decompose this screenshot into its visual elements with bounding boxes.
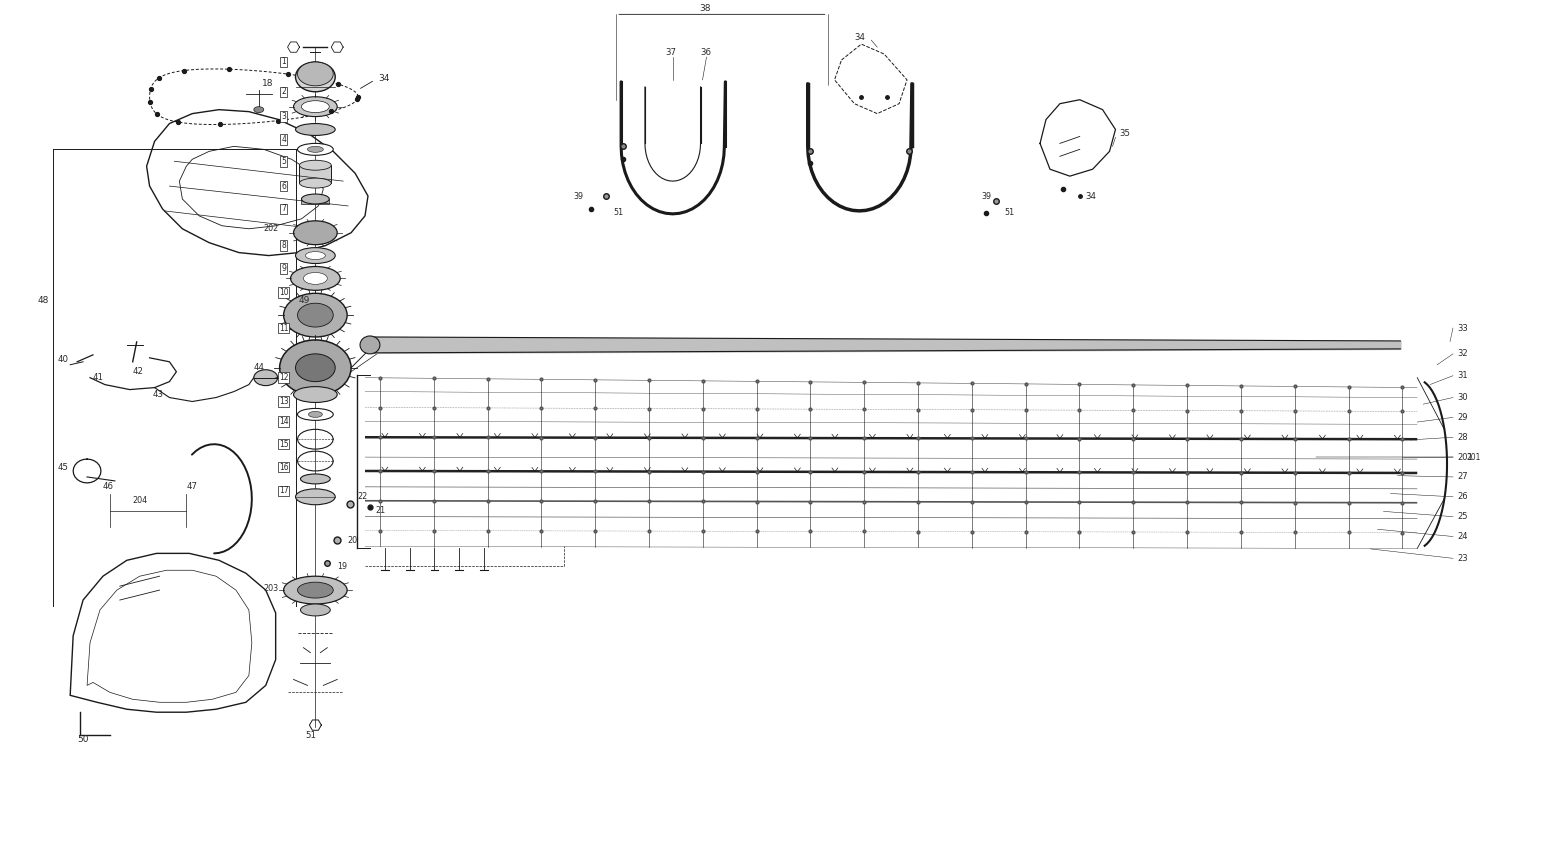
Ellipse shape — [291, 267, 340, 290]
Text: 15: 15 — [278, 440, 289, 448]
Ellipse shape — [297, 62, 334, 86]
Ellipse shape — [297, 143, 334, 155]
Text: 201: 201 — [1467, 453, 1481, 462]
Text: 2: 2 — [281, 87, 286, 96]
Text: 34: 34 — [1085, 192, 1096, 200]
Text: 35: 35 — [1119, 129, 1130, 138]
Text: 25: 25 — [1456, 512, 1467, 521]
Text: 51: 51 — [1005, 208, 1014, 217]
Text: 26: 26 — [1456, 492, 1467, 501]
Text: 17: 17 — [278, 486, 289, 495]
Ellipse shape — [300, 474, 331, 484]
Ellipse shape — [283, 576, 348, 604]
Ellipse shape — [295, 489, 335, 505]
Text: 202: 202 — [264, 224, 278, 233]
Ellipse shape — [294, 386, 337, 402]
Ellipse shape — [283, 293, 348, 337]
Text: 203: 203 — [264, 583, 278, 593]
Text: 39: 39 — [982, 192, 991, 200]
Text: 7: 7 — [281, 205, 286, 213]
Text: 10: 10 — [278, 288, 289, 297]
Text: 51: 51 — [614, 208, 623, 217]
Ellipse shape — [300, 604, 331, 616]
Text: 22: 22 — [357, 492, 368, 501]
Ellipse shape — [295, 354, 335, 382]
Text: 12: 12 — [278, 374, 289, 382]
Ellipse shape — [295, 248, 335, 263]
Text: 20: 20 — [348, 536, 357, 545]
Ellipse shape — [308, 146, 323, 152]
Text: 8: 8 — [281, 241, 286, 250]
Text: 5: 5 — [281, 157, 286, 166]
Text: 27: 27 — [1456, 472, 1467, 481]
Ellipse shape — [295, 124, 335, 136]
Text: 48: 48 — [37, 295, 49, 305]
Text: 42: 42 — [133, 368, 144, 376]
Text: 16: 16 — [278, 463, 289, 471]
Text: 39: 39 — [574, 192, 583, 200]
Text: 3: 3 — [281, 112, 286, 121]
Text: 204: 204 — [133, 497, 148, 505]
Ellipse shape — [300, 160, 331, 170]
Ellipse shape — [301, 101, 329, 113]
Text: 34: 34 — [855, 32, 866, 42]
Text: 49: 49 — [298, 295, 309, 305]
Ellipse shape — [294, 221, 337, 245]
Ellipse shape — [254, 107, 264, 113]
Text: 201: 201 — [1456, 453, 1473, 462]
Text: 19: 19 — [337, 562, 348, 571]
Ellipse shape — [360, 336, 380, 354]
Ellipse shape — [297, 582, 334, 598]
Text: 34: 34 — [377, 75, 390, 83]
Text: 31: 31 — [1456, 371, 1467, 380]
Ellipse shape — [254, 369, 278, 385]
Text: 11: 11 — [278, 323, 289, 333]
Text: 6: 6 — [281, 182, 286, 190]
Text: 23: 23 — [1456, 554, 1467, 563]
Text: 14: 14 — [278, 417, 289, 426]
Ellipse shape — [297, 408, 334, 420]
Text: 29: 29 — [1456, 413, 1467, 422]
Text: 46: 46 — [104, 482, 114, 492]
Bar — [301, 199, 329, 204]
Text: 45: 45 — [57, 463, 68, 471]
Text: 38: 38 — [700, 4, 711, 13]
Text: 28: 28 — [1456, 433, 1467, 441]
Text: 44: 44 — [254, 363, 264, 372]
Text: 18: 18 — [261, 79, 274, 88]
Ellipse shape — [301, 194, 329, 204]
Text: 9: 9 — [281, 264, 286, 273]
Ellipse shape — [300, 178, 331, 188]
Text: 40: 40 — [57, 355, 68, 364]
Text: 13: 13 — [278, 397, 289, 406]
Ellipse shape — [295, 62, 335, 92]
Ellipse shape — [294, 97, 337, 116]
Text: 1: 1 — [281, 58, 286, 66]
Text: 43: 43 — [153, 390, 164, 399]
Text: 50: 50 — [77, 734, 88, 744]
Text: 36: 36 — [700, 48, 711, 57]
Ellipse shape — [308, 412, 322, 418]
Text: 24: 24 — [1456, 532, 1467, 541]
Text: 33: 33 — [1456, 323, 1467, 333]
FancyBboxPatch shape — [300, 166, 331, 183]
Text: 37: 37 — [666, 48, 677, 57]
Text: 47: 47 — [187, 482, 198, 492]
Text: 4: 4 — [281, 135, 286, 144]
Text: 51: 51 — [305, 730, 315, 739]
Ellipse shape — [303, 273, 328, 284]
Ellipse shape — [297, 303, 334, 327]
Ellipse shape — [306, 251, 325, 260]
Text: 21: 21 — [376, 506, 385, 515]
Text: 30: 30 — [1456, 393, 1467, 402]
Ellipse shape — [280, 340, 351, 396]
Text: 32: 32 — [1456, 349, 1467, 358]
Text: 41: 41 — [93, 374, 104, 382]
